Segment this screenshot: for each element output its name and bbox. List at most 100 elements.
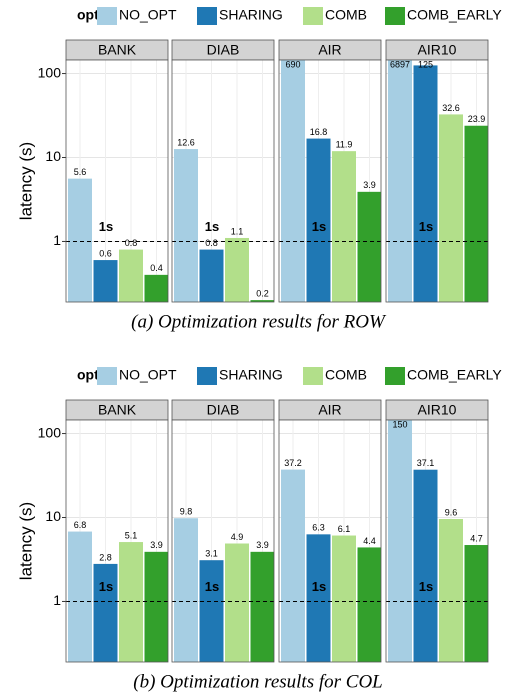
bar (225, 543, 249, 662)
bar (93, 260, 118, 302)
value-label: 3.9 (256, 540, 269, 550)
bar (388, 60, 412, 302)
value-label: 5.1 (125, 530, 138, 540)
bar (144, 274, 168, 302)
legend-swatch (197, 367, 217, 385)
value-label: 0.8 (125, 238, 138, 248)
threshold-label: 1s (205, 579, 219, 594)
value-label: 3.9 (363, 180, 376, 190)
threshold-label: 1s (205, 219, 219, 234)
legend-label: COMB (325, 367, 367, 383)
threshold-label: 1s (312, 579, 326, 594)
y-tick-label: 100 (38, 64, 62, 80)
value-label: 6.8 (74, 520, 87, 530)
bar (413, 65, 438, 302)
strip-label: DIAB (207, 402, 240, 418)
bar (119, 542, 143, 662)
value-label: 3.9 (150, 540, 163, 550)
caption: (a) Optimization results for ROW (131, 311, 387, 332)
threshold-label: 1s (312, 219, 326, 234)
y-tick-label: 100 (38, 424, 62, 440)
legend-label: COMB_EARLY (407, 367, 502, 383)
strip-label: DIAB (207, 42, 240, 58)
panel-border (385, 419, 489, 663)
bar (413, 469, 438, 662)
bar (332, 151, 356, 302)
legend-label: COMB (325, 7, 367, 23)
strip-label: AIR (318, 42, 341, 58)
value-label: 12.6 (177, 137, 195, 147)
strip-label: AIR10 (418, 402, 457, 418)
y-tick-label: 1 (53, 592, 61, 608)
value-label: 37.1 (417, 458, 435, 468)
y-tick-label: 1 (53, 232, 61, 248)
bar (199, 249, 224, 302)
legend-swatch (97, 7, 117, 25)
y-axis-label: latency (s) (16, 142, 35, 220)
bar (144, 551, 168, 662)
y-tick-label: 10 (45, 508, 61, 524)
bar (306, 138, 331, 302)
legend-label: NO_OPT (119, 367, 177, 383)
bar (225, 237, 249, 302)
value-label: 1.1 (231, 226, 244, 236)
value-label: 125 (418, 59, 433, 69)
legend-swatch (385, 7, 405, 25)
value-label: 32.6 (442, 103, 460, 113)
panel-border (65, 419, 169, 663)
legend-swatch (197, 7, 217, 25)
y-tick-label: 10 (45, 148, 61, 164)
threshold-label: 1s (419, 219, 433, 234)
bar (119, 249, 143, 302)
bar (174, 518, 198, 662)
strip-label: AIR10 (418, 42, 457, 58)
value-label: 0.8 (205, 238, 218, 248)
bar (281, 60, 305, 302)
bar (357, 191, 381, 302)
value-label: 4.9 (231, 532, 244, 542)
value-label: 0.6 (99, 248, 112, 258)
panel-border (171, 419, 275, 663)
value-label: 23.9 (468, 114, 486, 124)
panel-border (278, 59, 382, 303)
legend-title: opt (77, 367, 99, 383)
bar (174, 149, 198, 302)
bar (464, 125, 488, 302)
value-label: 0.2 (256, 289, 269, 299)
value-label: 16.8 (310, 127, 328, 137)
legend-label: COMB_EARLY (407, 7, 502, 23)
value-label: 37.2 (284, 458, 302, 468)
strip-label: BANK (98, 42, 137, 58)
strip-label: BANK (98, 402, 137, 418)
value-label: 9.8 (180, 507, 193, 517)
strip-label: AIR (318, 402, 341, 418)
bar (332, 535, 356, 662)
panel-border (171, 59, 275, 303)
value-label: 6.1 (338, 524, 351, 534)
bar (68, 531, 92, 662)
bar (357, 547, 381, 662)
panel-border (65, 59, 169, 303)
value-label: 11.9 (336, 140, 353, 150)
bar (281, 469, 305, 662)
value-label: 3.1 (205, 549, 218, 559)
value-label: 0.4 (150, 263, 163, 273)
value-label: 150 (392, 419, 407, 429)
bar (199, 560, 224, 662)
legend-label: NO_OPT (119, 7, 177, 23)
panel-border (385, 59, 489, 303)
value-label: 2.8 (99, 552, 112, 562)
threshold-label: 1s (419, 579, 433, 594)
threshold-label: 1s (99, 219, 113, 234)
legend-label: SHARING (219, 7, 283, 23)
bar (250, 300, 274, 302)
value-label: 6.3 (312, 523, 325, 533)
threshold-label: 1s (99, 579, 113, 594)
legend-swatch (97, 367, 117, 385)
bar (93, 563, 118, 662)
value-label: 4.4 (363, 536, 376, 546)
bar (68, 178, 92, 302)
panel-border (278, 419, 382, 663)
bar (388, 420, 412, 662)
